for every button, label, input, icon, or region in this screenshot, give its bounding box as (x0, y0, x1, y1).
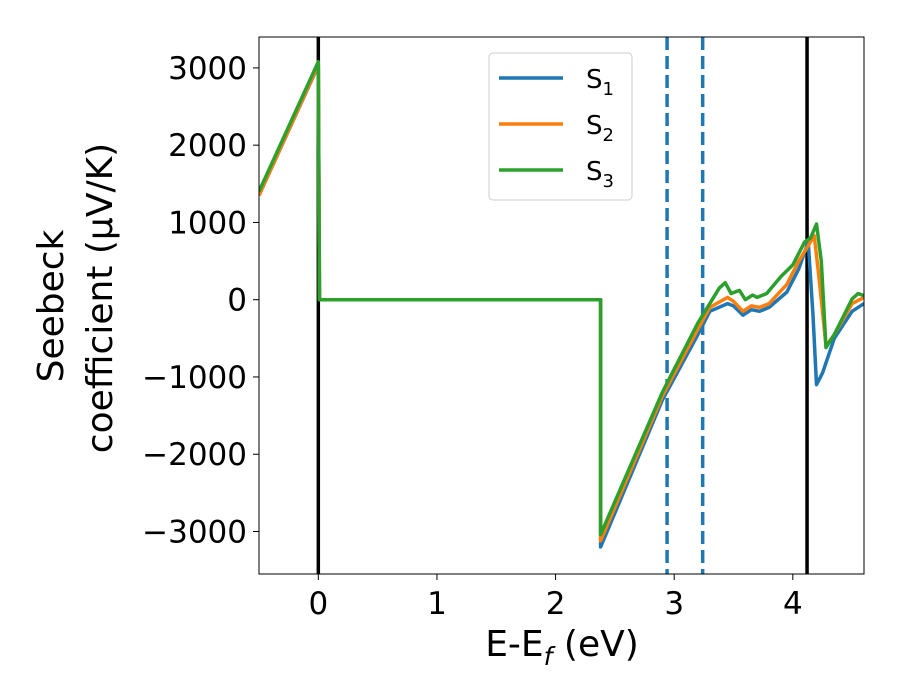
tick-labels: 0 1 2 3 4 −3000 −2000 −1000 0 1000 2000 3000 (142, 51, 803, 622)
y-tick-label: −3000 (142, 515, 247, 551)
x-axis-title: E-Ef (eV) (485, 624, 639, 671)
y-tick-label: 1000 (168, 205, 247, 241)
x-tick-label: 1 (427, 586, 447, 622)
x-tick-label: 2 (546, 586, 566, 622)
x-tick-label: 3 (664, 586, 684, 622)
x-tick-label: 4 (783, 586, 803, 622)
tick-marks (253, 67, 794, 580)
legend-label-s3: S3 (586, 157, 614, 192)
y-tick-label: 3000 (168, 51, 247, 87)
x-tick-label: 0 (308, 586, 328, 622)
y-tick-label: −1000 (142, 360, 247, 396)
legend-items: S1 S2 S3 (499, 65, 614, 192)
y-tick-label: −2000 (142, 437, 247, 473)
series-lines (259, 59, 864, 549)
legend-box (488, 52, 633, 201)
y-axis-title-line1: Seebeck (31, 229, 72, 382)
legend: S1 S2 S3 (488, 52, 633, 201)
series-line-s3 (259, 59, 864, 537)
plot-frame (258, 36, 865, 575)
y-tick-label: 0 (227, 283, 247, 319)
legend-label-s2: S2 (586, 111, 614, 146)
y-axis-title-line2: coefficient (μV/K) (80, 143, 121, 453)
y-tick-label: 2000 (168, 128, 247, 164)
legend-label-s1: S1 (586, 65, 614, 100)
